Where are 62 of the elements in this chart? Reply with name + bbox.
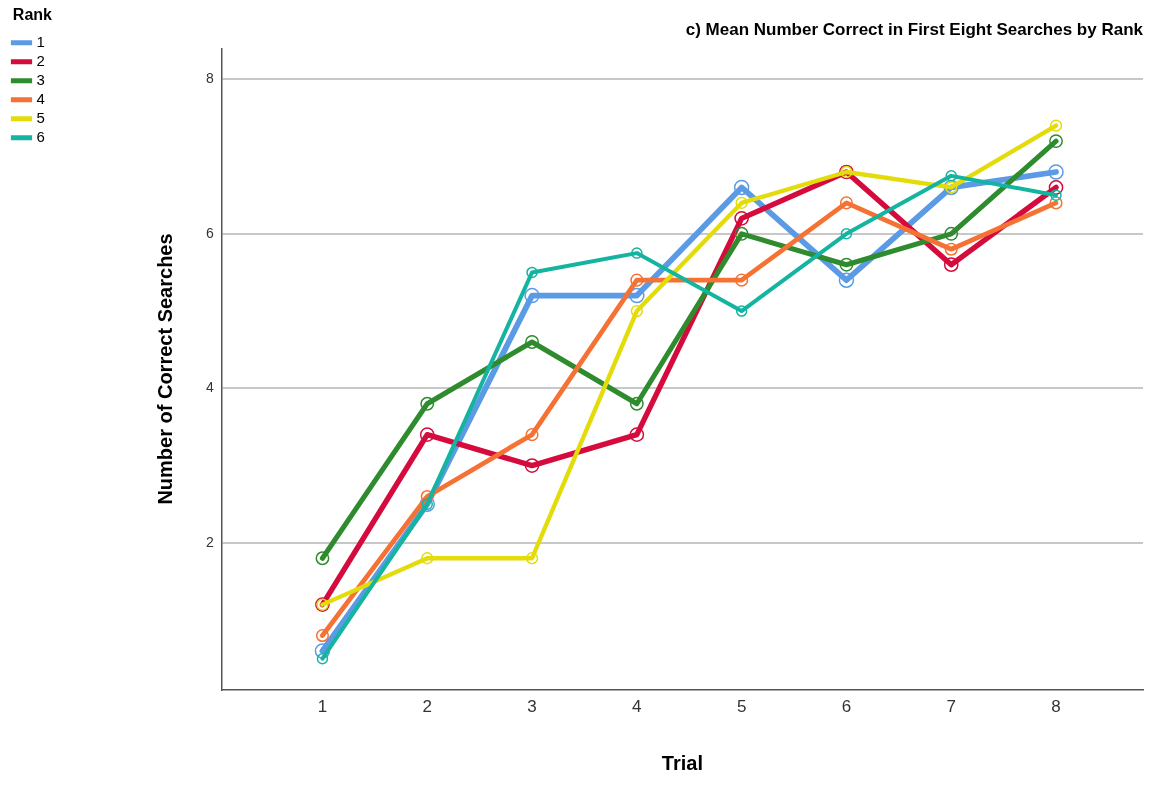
point xyxy=(524,458,540,473)
point xyxy=(943,257,959,273)
x-tick-label: 2 xyxy=(422,697,432,717)
point xyxy=(1048,164,1064,180)
legend-label: 5 xyxy=(36,108,45,126)
x-tick-label: 7 xyxy=(946,697,956,717)
point xyxy=(1049,134,1063,149)
legend-label: 3 xyxy=(36,70,45,88)
point xyxy=(839,257,854,272)
point xyxy=(315,551,330,566)
x-tick-label: 3 xyxy=(527,697,537,717)
point xyxy=(629,427,645,443)
point xyxy=(315,628,329,643)
point xyxy=(1049,196,1063,210)
point xyxy=(525,428,539,442)
point xyxy=(420,489,434,504)
point xyxy=(945,170,957,182)
point xyxy=(1050,189,1062,201)
point xyxy=(314,643,331,659)
legend-label: 1 xyxy=(36,32,45,50)
x-axis-title: Trial xyxy=(661,751,703,774)
point xyxy=(733,179,750,196)
point xyxy=(525,552,539,565)
legend-label: 6 xyxy=(36,127,45,145)
point xyxy=(630,304,643,318)
point xyxy=(839,196,853,210)
point xyxy=(840,228,853,240)
legend-label: 4 xyxy=(36,89,45,107)
point xyxy=(420,396,435,411)
legend-title: Rank xyxy=(12,6,53,24)
point xyxy=(421,552,434,565)
x-tick-label: 8 xyxy=(1051,697,1061,717)
point xyxy=(1049,119,1063,132)
point xyxy=(629,396,644,411)
point xyxy=(631,247,643,259)
point xyxy=(419,427,435,443)
point xyxy=(838,272,855,288)
point xyxy=(944,242,958,256)
y-tick-label: 2 xyxy=(206,533,215,550)
point xyxy=(316,652,329,665)
point xyxy=(526,266,538,279)
point xyxy=(734,226,749,241)
x-tick-label: 4 xyxy=(632,697,642,717)
point xyxy=(735,305,748,317)
point xyxy=(524,287,540,304)
x-tick-label: 6 xyxy=(841,697,852,717)
y-tick-label: 6 xyxy=(206,224,215,241)
point xyxy=(1048,180,1064,195)
point xyxy=(734,211,749,226)
x-tick-label: 1 xyxy=(317,697,328,717)
y-tick-label: 8 xyxy=(206,70,215,87)
point xyxy=(735,196,748,210)
chart-title: c) Mean Number Correct in First Eight Searches by Rank xyxy=(685,19,1144,39)
point xyxy=(525,335,539,349)
point xyxy=(630,273,644,287)
point xyxy=(944,226,959,241)
point xyxy=(735,273,749,287)
y-axis-title: Number of Correct Searches xyxy=(154,233,177,505)
legend-label: 2 xyxy=(36,51,45,69)
y-tick-label: 4 xyxy=(206,379,215,396)
point xyxy=(629,287,645,304)
x-tick-label: 5 xyxy=(736,697,747,717)
